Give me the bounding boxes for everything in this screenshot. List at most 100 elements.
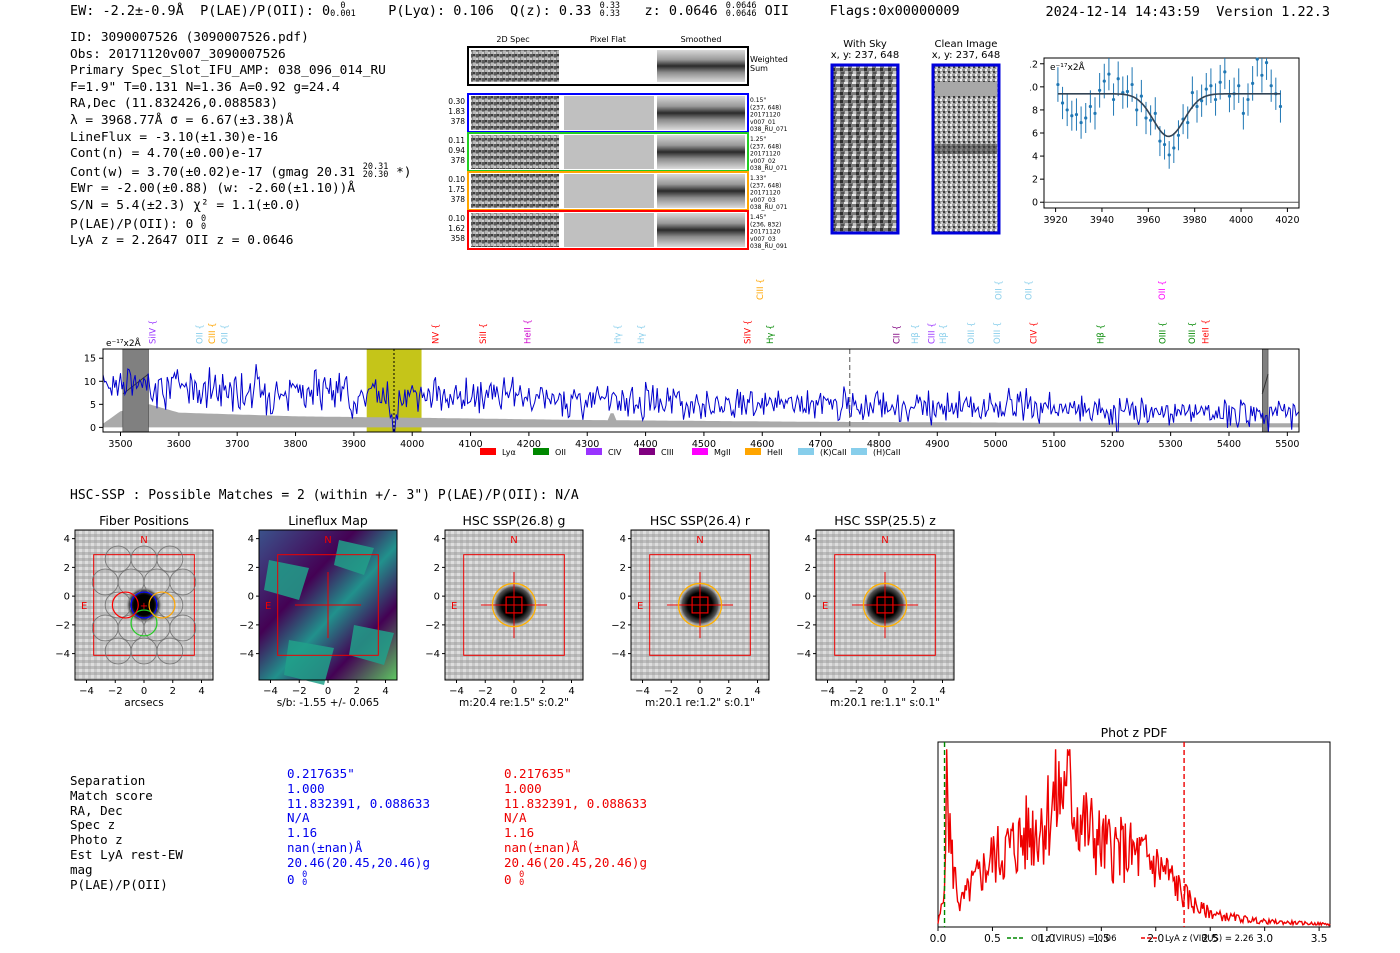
cutout-row-stat: 0.94 — [448, 146, 465, 155]
full-ytick-label: 0 — [90, 423, 96, 434]
zoom-data-point — [1251, 81, 1255, 85]
full-frame — [102, 348, 1300, 433]
panel-ytick-label: −2 — [425, 620, 440, 631]
label-radec: RA, Dec — [70, 802, 123, 818]
legend-oii-label: OII z (VIRUS) = 0.06 — [1031, 934, 1117, 944]
emission-line-label: CIII { — [927, 322, 937, 344]
header-right: 2024-12-14 14:43:59 Version 1.22.3 — [1046, 4, 1331, 20]
full-xtick-label: 4000 — [400, 439, 424, 450]
cutout-row-meta: 20171120 — [750, 190, 781, 197]
zoom-data-point — [1102, 79, 1106, 83]
photz-xtick-label: 3.0 — [1256, 933, 1273, 945]
panel-xtick-label: 0 — [697, 686, 703, 697]
m2-separation: 0.217635" — [504, 766, 572, 781]
panel-title: HSC SSP(26.4) r — [650, 513, 751, 528]
zoom-data-point — [1153, 111, 1157, 115]
panel-ytick-label: 0 — [805, 592, 811, 603]
panel-ytick-label: 4 — [248, 534, 254, 545]
panel-xtick-label: 2 — [170, 686, 176, 697]
full-spectrum-plot: 3500 3600 3700 3800 3900 4000 4100 4200 4300 4400… — [84, 348, 1300, 450]
m2-photo-z: 1.16 — [504, 825, 535, 841]
panel-xtick-label: 4 — [568, 686, 574, 697]
col-smoothed: Smoothed — [681, 35, 722, 44]
panel-xtick-label: −4 — [820, 686, 835, 697]
legend-swatch — [745, 448, 761, 455]
cutout-row-meta: 0.15" — [750, 97, 766, 104]
panel-xtick-label: 0 — [511, 686, 517, 697]
fiber-circle — [169, 614, 197, 642]
zoom-data-point — [1060, 101, 1065, 105]
zoom-data-point — [1162, 142, 1167, 147]
full-xtick-label: 3900 — [342, 439, 366, 450]
panel-ytick-label: −2 — [796, 620, 811, 631]
cutout-row-stat: 1.75 — [448, 185, 465, 194]
cutout-smoothed — [657, 135, 745, 169]
selected-fiber — [130, 609, 158, 637]
m1-spec-z: N/A — [287, 810, 310, 826]
cutout-row-meta: v007_02 — [750, 158, 776, 165]
info-obs: Obs: 20171120v007_3090007526 — [70, 46, 286, 62]
zoom-data-point — [1158, 139, 1162, 143]
info-lambda: λ = 3968.77Å σ = 6.67(±3.38)Å — [70, 112, 294, 128]
zoom-data-point — [1088, 104, 1092, 109]
photz-pdf-chart: Phot z PDF 0.0 0.5 1.0 1.5 2.0 2.5 3.0 3.5 OII z… — [930, 725, 1331, 945]
label-plae: P(LAE)/P(OII) — [70, 876, 168, 892]
photz-xtick-label: 2.5 — [1202, 933, 1219, 945]
east-marker: E — [822, 601, 828, 612]
panel-ytick-label: 0 — [620, 592, 626, 603]
east-marker: E — [637, 601, 643, 612]
flux-line — [102, 364, 1300, 433]
emission-line-label: CIII { — [756, 278, 766, 300]
legend-swatch — [586, 448, 602, 455]
emission-line-label: OII { — [1024, 280, 1034, 300]
emission-line-label: SiIV { — [744, 320, 754, 344]
full-xtick-label: 4500 — [692, 439, 716, 450]
panel-title: Lineflux Map — [288, 513, 368, 528]
cutout-row-meta: (237, 648) — [750, 143, 781, 150]
zoom-data-point — [1200, 99, 1204, 103]
full-xtick-label: 4200 — [517, 439, 541, 450]
panel-xtick-label: 0 — [882, 686, 888, 697]
emission-line-label: OIII { — [993, 322, 1003, 344]
panel-ytick-label: 4 — [64, 534, 70, 545]
cutout-smoothed — [657, 213, 745, 247]
weighted-2d — [471, 50, 559, 82]
weighted-label-2: Sum — [750, 64, 768, 73]
full-xtick-label: 5100 — [1042, 439, 1066, 450]
emission-line-label: NV { — [432, 324, 442, 344]
full-xtick-label: 4400 — [633, 439, 657, 450]
photz-curve — [937, 749, 1331, 927]
m1-mag: 20.46(20.45,20.46)g — [287, 854, 430, 870]
zoom-data-point — [1144, 116, 1148, 120]
plae-header-ratio: 0 0.001 — [330, 1, 356, 19]
panel-xtick-label: −4 — [79, 686, 94, 697]
zoom-xtick-label: 3980 — [1183, 215, 1207, 226]
emission-line-label: Hβ { — [939, 324, 949, 344]
cutout-pixel-flat — [564, 213, 654, 247]
zoom-data-point — [1172, 146, 1176, 150]
qz-range: 0.33 0.33 — [599, 1, 621, 19]
version: Version 1.22.3 — [1216, 4, 1330, 20]
panel-xtick-label: 4 — [198, 686, 204, 697]
panel-ytick-label: 0 — [434, 592, 440, 603]
cutout-row-meta: 038_RU_071 — [750, 165, 788, 172]
full-xtick-label: 3500 — [108, 439, 132, 450]
info-lya: LyA z = 2.2647 OII z = 0.0646 — [70, 233, 294, 249]
with-sky-coords: x, y: 237, 648 — [831, 50, 900, 61]
zoom-data-point — [1098, 88, 1102, 92]
cutout-row-meta: 038_RU_071 — [750, 204, 788, 211]
info-sn: S/N = 5.4(±2.3) χ² = 1.1(±0.0) — [70, 197, 302, 213]
cutout-row-meta: 1.45" — [750, 214, 766, 221]
cutout-pixel-flat — [564, 96, 654, 130]
legend-label: CIV — [608, 448, 622, 457]
zoom-data-point — [1241, 111, 1245, 115]
masked-hatch — [1261, 373, 1269, 395]
z-range: 0.0646 0.0646 — [725, 1, 757, 19]
clean-image-title: Clean Image — [935, 39, 998, 50]
m1-lya-ew: nan(±nan)Å — [287, 839, 363, 855]
legend-label: (H)CaII — [873, 448, 900, 457]
zoom-data-point — [1167, 153, 1171, 157]
panel-ytick-label: 2 — [620, 563, 626, 574]
panel-xtick-label: 4 — [939, 686, 945, 697]
cutout-row-stat: 0.10 — [448, 175, 465, 184]
